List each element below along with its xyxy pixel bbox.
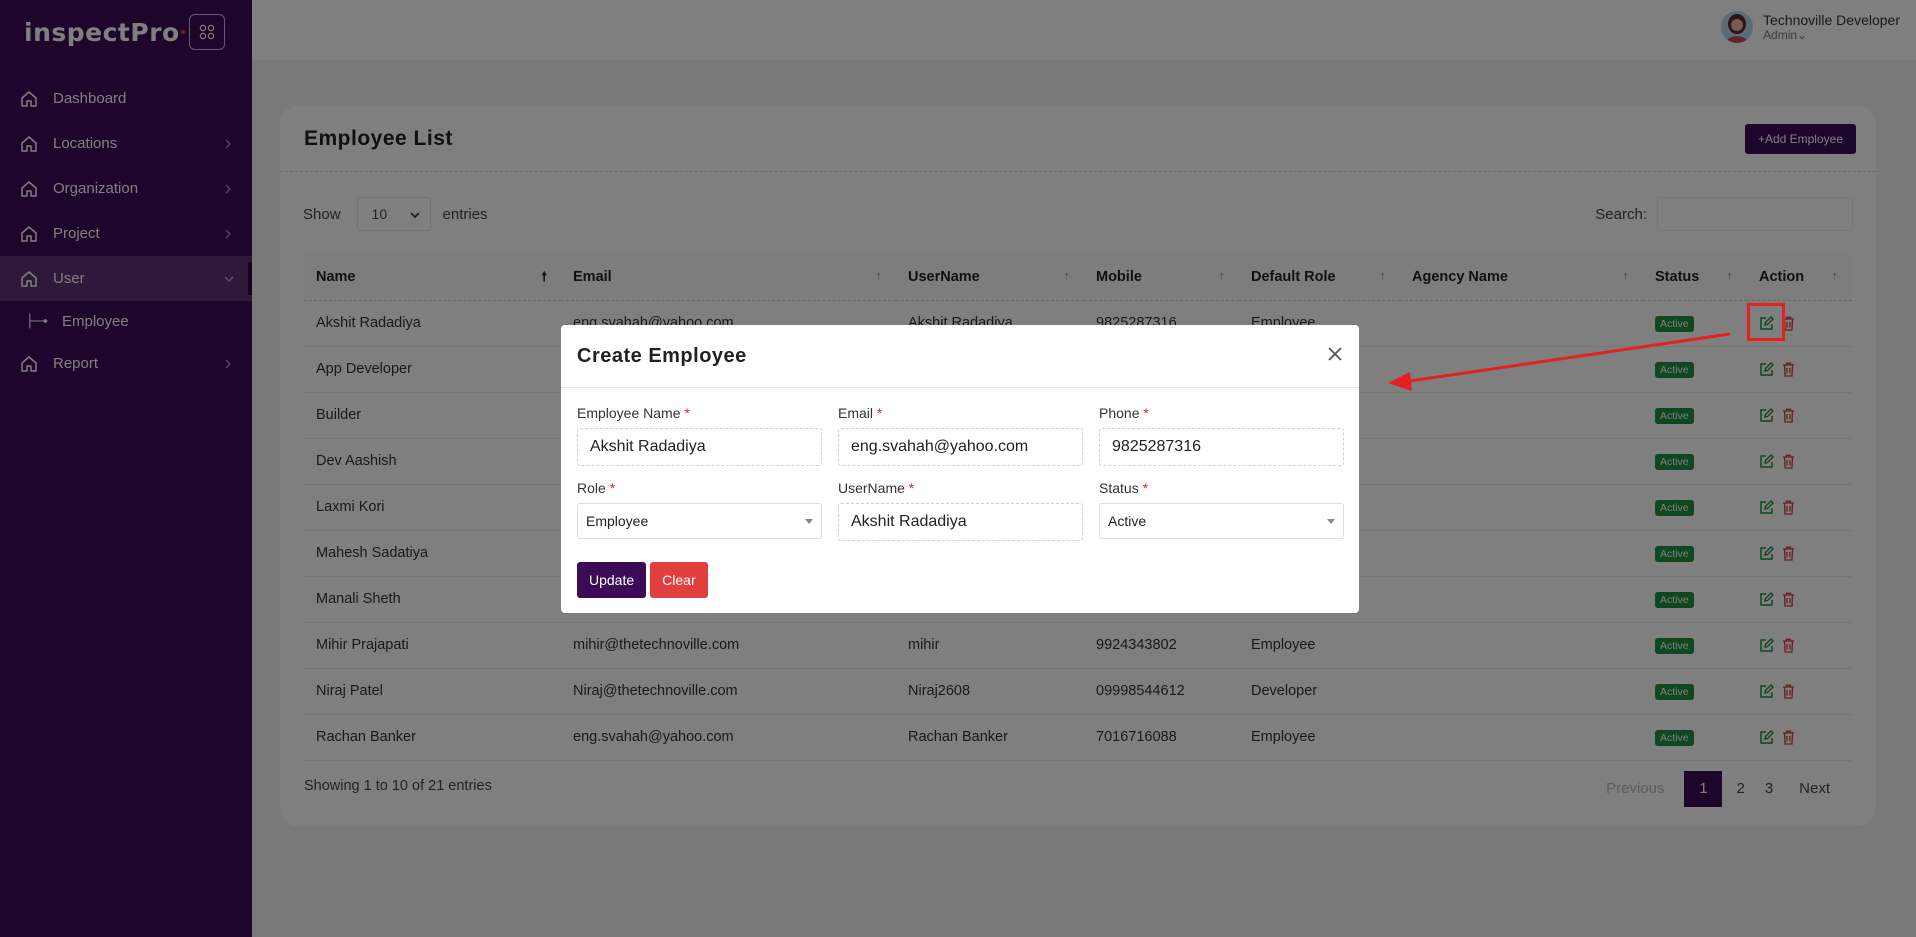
create-employee-modal: Create Employee Employee Name * Akshit R… bbox=[561, 325, 1359, 613]
role-field-group: Role * Employee bbox=[577, 480, 822, 541]
modal-title: Create Employee bbox=[577, 344, 747, 367]
username-field-group: UserName * Akshit Radadiya bbox=[838, 480, 1083, 541]
caret-down-icon bbox=[1327, 518, 1335, 524]
status-field-group: Status * Active bbox=[1099, 480, 1344, 541]
modal-header: Create Employee bbox=[561, 325, 1359, 388]
role-select-value: Employee bbox=[586, 513, 649, 529]
clear-button[interactable]: Clear bbox=[650, 562, 708, 598]
username-label: UserName * bbox=[838, 480, 915, 496]
status-label: Status * bbox=[1099, 480, 1149, 496]
employee-form: Employee Name * Akshit Radadiya Email * … bbox=[561, 388, 1359, 541]
email-input[interactable]: eng.svahah@yahoo.com bbox=[838, 428, 1083, 466]
update-button[interactable]: Update bbox=[577, 562, 647, 598]
status-select[interactable]: Active bbox=[1099, 503, 1344, 539]
role-select[interactable]: Employee bbox=[577, 503, 822, 539]
phone-field-group: Phone * 9825287316 bbox=[1099, 405, 1344, 466]
username-input[interactable]: Akshit Radadiya bbox=[838, 503, 1083, 541]
close-icon[interactable] bbox=[1327, 346, 1343, 366]
status-select-value: Active bbox=[1108, 513, 1147, 529]
annotation-highlight-box bbox=[1747, 303, 1785, 341]
email-label: Email * bbox=[838, 405, 883, 421]
employee-name-label: Employee Name * bbox=[577, 405, 690, 421]
phone-input[interactable]: 9825287316 bbox=[1099, 428, 1344, 466]
modal-actions: Update Clear bbox=[577, 562, 708, 598]
employee-name-field-group: Employee Name * Akshit Radadiya bbox=[577, 405, 822, 466]
email-field-group: Email * eng.svahah@yahoo.com bbox=[838, 405, 1083, 466]
role-label: Role * bbox=[577, 480, 616, 496]
caret-down-icon bbox=[805, 518, 813, 524]
employee-name-input[interactable]: Akshit Radadiya bbox=[577, 428, 822, 466]
phone-label: Phone * bbox=[1099, 405, 1149, 421]
